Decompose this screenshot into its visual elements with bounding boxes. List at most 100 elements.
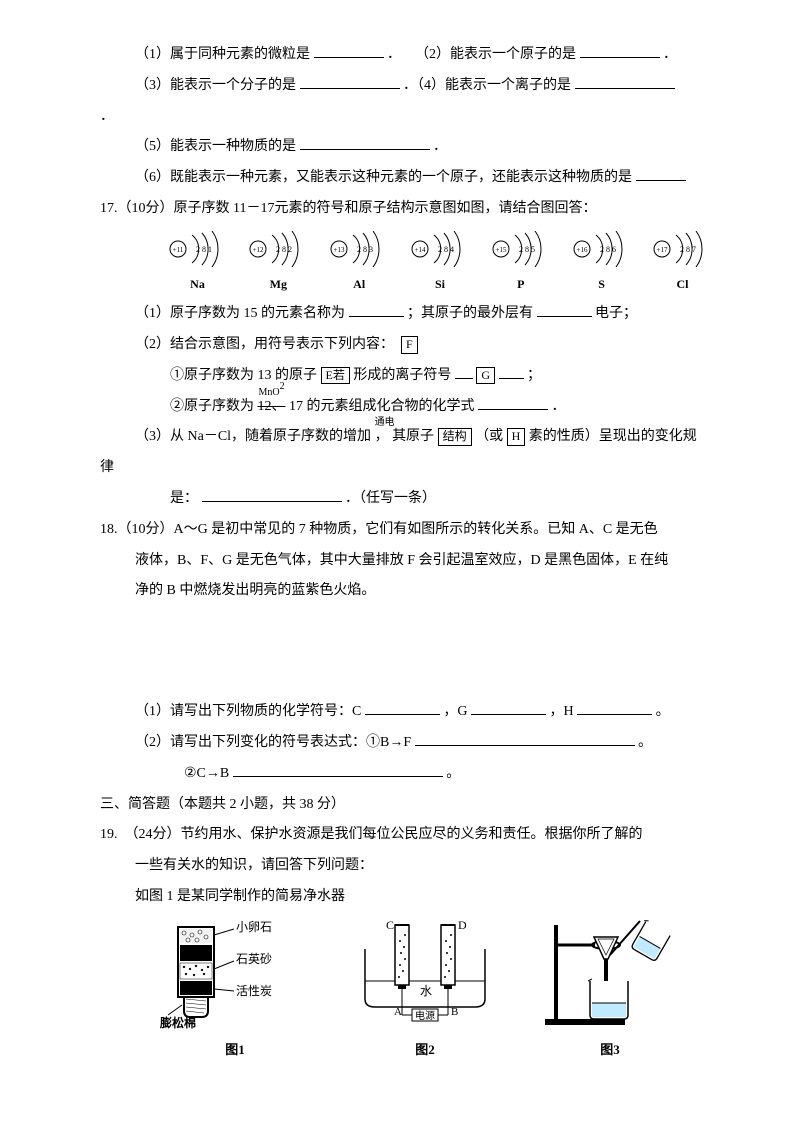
nucleus-label: +12	[253, 246, 264, 254]
atom-diagram: +17 2 8 7	[650, 231, 714, 267]
atom-diagram: +13 2 8 3	[327, 231, 391, 267]
figures-row: 小卵石 石英砂 活性炭 膨松棉 图1 水	[160, 919, 710, 1065]
atom-symbol: Na	[190, 271, 205, 297]
atom-symbol: Si	[435, 271, 445, 297]
q19-l2: 一些有关水的知识，请回答下列问题：	[100, 851, 710, 882]
shell-label: 2 8 6	[600, 245, 616, 254]
box-h: H	[507, 428, 526, 446]
text: ．（任写一条）	[345, 491, 436, 506]
text: （1）原子序数为 15 的元素名称为	[135, 306, 345, 321]
q18-l1: 18.（10分）A～G 是初中常见的 7 种物质，它们有如图所示的转化关系。已知…	[100, 515, 710, 546]
label-carbon: 活性炭	[236, 984, 272, 998]
label-d: D	[458, 919, 467, 932]
atom-al: +13 2 8 3 Al	[322, 231, 397, 297]
text: ②C→B	[184, 766, 229, 781]
text: （1）请写出下列物质的化学符号：C	[135, 704, 361, 719]
blank	[471, 700, 546, 715]
text: （2）请写出下列变化的符号表达式：①B→F	[135, 735, 411, 750]
section3-head: 三、简答题（本题共 2 小题，共 38 分）	[100, 790, 710, 821]
overlay: MnO2 12、	[258, 392, 286, 423]
text: 三、简答题（本题共 2 小题，共 38 分）	[100, 797, 345, 812]
shell-label: 2 8 3	[357, 245, 373, 254]
tongdian-label: 通电	[375, 412, 389, 434]
text: 素的性质）呈现出的变化规	[529, 429, 697, 444]
text: （1）属于同种元素的微粒是	[135, 47, 310, 62]
text: （3）从 Na－Cl，随着原子序数的增加	[135, 429, 371, 444]
shell-label: 2 8 1	[196, 245, 212, 254]
blank	[300, 74, 400, 89]
text: 一些有关水的知识，请回答下列问题：	[135, 858, 373, 873]
text: 17 的元素组成化合物的化学式	[289, 399, 475, 414]
text: 18.（10分）A～G 是初中常见的 7 种物质，它们有如图所示的转化关系。已知…	[100, 522, 658, 537]
nucleus-label: +11	[172, 246, 183, 254]
box-jiegou: 结构	[438, 428, 472, 446]
blank	[202, 487, 342, 502]
text: ．（4）能表示一个离子的是	[403, 78, 571, 93]
blank	[365, 700, 440, 715]
atom-diagram: +16 2 8 6	[570, 231, 634, 267]
blank	[233, 762, 443, 777]
q16-line5: （5）能表示一种物质的是 ．	[100, 132, 710, 163]
text: 19. （24分）节约用水、保护水资源是我们每位公民应尽的义务和责任。根据你所了…	[100, 827, 643, 842]
nucleus-label: +16	[576, 246, 587, 254]
label-b: B	[451, 1006, 458, 1018]
text: 17.（10分）原子序数 11－17元素的符号和原子结构示意图如图，请结合图回答…	[100, 201, 596, 216]
atom-symbol: Cl	[676, 271, 688, 297]
q17-p3-l2: 律	[100, 453, 710, 484]
text: ．	[552, 399, 566, 414]
text: ，G	[443, 704, 467, 719]
q19-l3: 如图 1 是某同学制作的简易净水器	[100, 882, 710, 913]
q18-l3: 净的 B 中燃烧发出明亮的蓝紫色火焰。	[100, 576, 710, 607]
q17-p2-2: ②原子序数为 MnO2 12、 17 的元素组成化合物的化学式 ．	[100, 392, 710, 423]
shell-label: 2 8 4	[438, 245, 454, 254]
text: 律	[100, 460, 114, 475]
q17-p1: （1）原子序数为 15 的元素名称为 ；其原子的最外层有 电子；	[100, 299, 710, 330]
atom-p: +15 2 8 5 P	[483, 231, 558, 297]
box-g: G	[476, 367, 495, 385]
text: （5）能表示一种物质的是	[135, 139, 296, 154]
text: ；其原子的最外层有	[407, 306, 533, 321]
text: 其原子	[392, 429, 434, 444]
spacer	[100, 607, 710, 697]
q16-line1: （1）属于同种元素的微粒是 ． （2）能表示一个原子的是 ．	[100, 40, 710, 71]
text: 。	[638, 735, 652, 750]
text: ． （2）能表示一个原子的是	[387, 47, 576, 62]
atom-s: +16 2 8 6 S	[564, 231, 639, 297]
fig3-caption: 图3	[600, 1036, 620, 1065]
label-sand: 石英砂	[236, 952, 272, 966]
q16-line2: （3）能表示一个分子的是 ．（4）能表示一个离子的是	[100, 71, 710, 102]
box-f: F	[401, 336, 418, 354]
atom-symbol: Al	[353, 271, 365, 297]
text: 如图 1 是某同学制作的简易净水器	[135, 889, 345, 904]
q17-head: 17.（10分）原子序数 11－17元素的符号和原子结构示意图如图，请结合图回答…	[100, 194, 710, 225]
atom-symbol: P	[517, 271, 524, 297]
text: ，H	[549, 704, 573, 719]
page: （1）属于同种元素的微粒是 ． （2）能表示一个原子的是 ． （3）能表示一个分…	[0, 0, 800, 1132]
atom-symbol: Mg	[270, 271, 287, 297]
blank	[537, 302, 592, 317]
fig3-svg	[540, 919, 680, 1034]
q19-l1: 19. （24分）节约用水、保护水资源是我们每位公民应尽的义务和责任。根据你所了…	[100, 820, 710, 851]
nucleus-label: +14	[415, 246, 426, 254]
atom-si: +14 2 8 4 Si	[402, 231, 477, 297]
shell-label: 2 8 7	[680, 245, 696, 254]
fig1-caption: 图1	[225, 1036, 245, 1065]
text: 。	[656, 704, 670, 719]
blank	[415, 731, 635, 746]
blank	[575, 74, 675, 89]
blank	[300, 135, 430, 150]
atom-diagram: +11 2 8 1	[166, 231, 230, 267]
text: ；	[527, 368, 541, 383]
text: 。	[446, 766, 460, 781]
nucleus-label: +13	[334, 246, 345, 254]
text: （2）结合示意图，用符号表示下列内容：	[135, 337, 394, 352]
atom-cl: +17 2 8 7 Cl	[645, 231, 720, 297]
blank	[499, 364, 524, 379]
atom-diagram: +12 2 8 2	[246, 231, 310, 267]
label-water: 水	[420, 984, 432, 998]
box-e: E若	[321, 367, 350, 385]
blank	[314, 43, 384, 58]
fig2-svg: 水 C D	[350, 919, 500, 1034]
q18-p2a: （2）请写出下列变化的符号表达式：①B→F 。	[100, 728, 710, 759]
q16-line6: （6）既能表示一种元素，又能表示这种元素的一个原子，还能表示这种物质的是	[100, 163, 710, 194]
